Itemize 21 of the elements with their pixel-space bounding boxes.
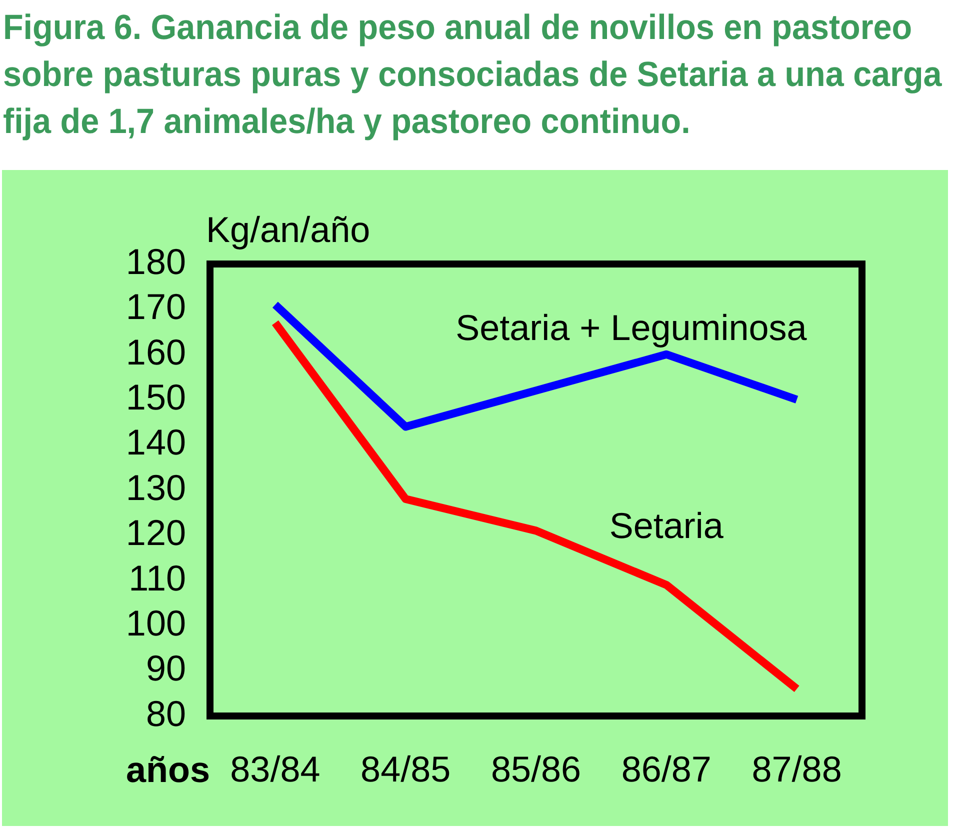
x-axis-title: años	[126, 748, 210, 790]
y-tick-label: 100	[126, 602, 186, 644]
y-tick-label: 90	[146, 648, 186, 689]
y-tick-label: 160	[126, 331, 186, 372]
y-tick-label: 140	[126, 422, 186, 463]
y-tick-label: 80	[146, 692, 186, 734]
x-tick-label: 86/87	[621, 748, 712, 790]
series-label: Setaria	[609, 504, 724, 546]
y-tick-label: 110	[128, 557, 186, 598]
x-tick-label: 83/84	[230, 748, 320, 790]
y-tick-label: 150	[126, 376, 186, 418]
y-tick-label: 180	[126, 240, 186, 282]
x-tick-label: 87/88	[752, 748, 842, 790]
x-tick-label: 85/86	[490, 748, 582, 790]
y-tick-label: 120	[126, 512, 186, 554]
y-axis-title: Kg/an/año	[206, 208, 370, 250]
x-tick-label: 84/85	[360, 748, 451, 790]
y-tick-label: 170	[126, 286, 186, 328]
series-label: Setaria + Leguminosa	[456, 306, 808, 348]
chart-title: Figura 6. Ganancia de peso anual de novillos en pastoreo sobre pasturas puras y consociadas de Setaria a una carga fija de 1,7 animales/ha y pastoreo continuo.	[3, 7, 943, 143]
y-tick-label: 130	[126, 466, 186, 508]
